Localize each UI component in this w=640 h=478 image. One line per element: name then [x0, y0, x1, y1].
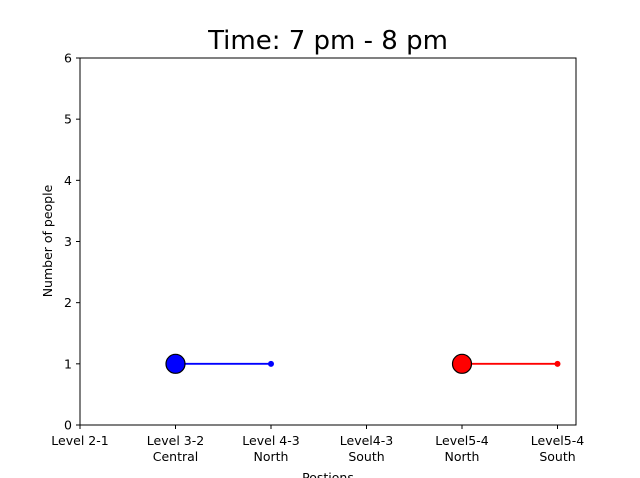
series-0	[165, 353, 274, 374]
y-tick-label: 1	[64, 356, 72, 371]
x-axis-label: Postions	[302, 470, 354, 478]
y-tick-label: 2	[64, 295, 72, 310]
x-tick-label: Level5-4	[435, 433, 488, 448]
y-axis-label: Number of people	[40, 184, 55, 297]
x-tick-label: Level5-4	[531, 433, 584, 448]
y-tick-label: 0	[64, 418, 72, 433]
x-tick-label: South	[539, 449, 575, 464]
y-tick-label: 6	[64, 51, 72, 66]
x-tick-label: North	[254, 449, 289, 464]
x-tick-label: Level4-3	[340, 433, 393, 448]
end-point	[554, 360, 561, 367]
start-point	[451, 353, 473, 374]
plot-frame	[79, 57, 577, 426]
x-tick-label: Level 4-3	[242, 433, 299, 448]
y-tick-label: 4	[64, 173, 72, 188]
x-tick-label: South	[348, 449, 384, 464]
y-tick-label: 5	[64, 112, 72, 127]
series-layer	[165, 353, 561, 374]
x-tick-label: North	[445, 449, 480, 464]
y-axis: 0 1 2 3 4 5 6	[64, 51, 80, 433]
series-1	[451, 353, 561, 374]
x-tick-label: Level 3-2	[147, 433, 204, 448]
chart-title: Time: 7 pm - 8 pm	[207, 26, 448, 56]
start-point	[165, 353, 186, 374]
x-tick-label: Central	[153, 449, 199, 464]
end-point	[268, 360, 274, 367]
y-tick-label: 3	[64, 234, 72, 249]
x-tick-label: Level 2-1	[51, 433, 108, 448]
